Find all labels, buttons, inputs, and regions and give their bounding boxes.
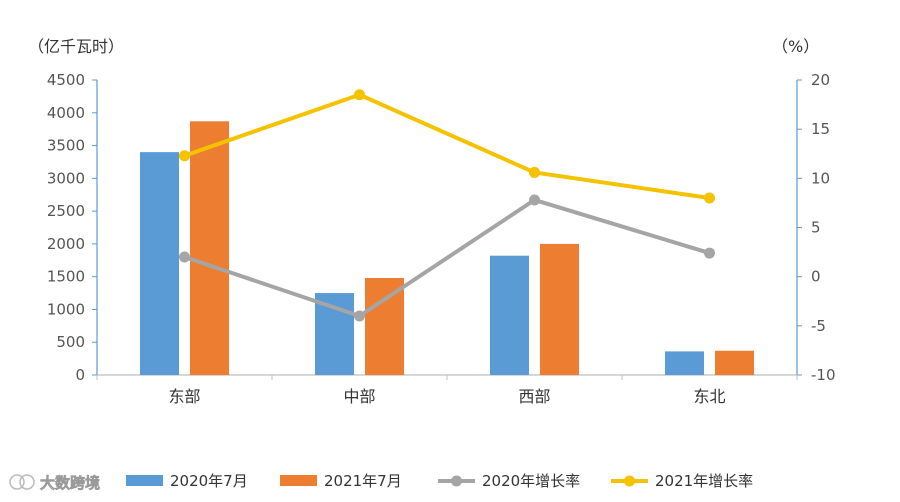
legend-label: 2020年7月 [170,472,248,490]
watermark: 大数跨境 [9,474,100,492]
line-point [704,247,715,259]
left-tick-label: 500 [56,333,85,351]
legend-marker [451,475,462,487]
line-point [354,89,365,101]
left-tick-label: 3000 [47,169,85,187]
right-tick-label: 0 [811,268,821,286]
left-tick-label: 0 [75,366,85,384]
series-line [182,197,712,318]
right-tick-label: 15 [811,120,830,138]
left-axis-unit: （亿千瓦时） [28,37,124,56]
bar [715,350,754,375]
right-tick-label: 20 [811,71,830,89]
legend-label: 2021年7月 [324,472,402,490]
bar [140,152,179,375]
bar [365,277,404,375]
x-tick-label: 东部 [168,387,200,406]
series-line [182,92,712,200]
bar [540,243,579,375]
line-point [704,192,715,204]
legend-label: 2020年增长率 [482,472,580,490]
right-tick-label: 10 [811,169,830,187]
left-tick-label: 4500 [47,71,85,89]
line-point [529,194,540,206]
legend: 2020年7月 2021年7月 2020年增长率 2021年增长率 [126,472,753,490]
legend-label: 2021年增长率 [655,472,753,490]
right-axis-unit: （%） [772,37,819,56]
watermark-logo-icon [9,474,35,490]
line-point [179,150,190,162]
bar [190,121,229,375]
left-tick-label: 2500 [47,202,85,220]
right-tick-label: -10 [811,366,836,384]
right-tick-label: 5 [811,219,821,237]
bar [665,351,704,375]
line-point [354,310,365,322]
x-tick-label: 西部 [518,387,550,406]
left-tick-label: 3500 [47,137,85,155]
left-tick-label: 2000 [47,235,85,253]
x-tick-label: 中部 [343,387,375,406]
x-tick-label: 东北 [693,387,725,406]
left-tick-label: 1500 [47,268,85,286]
legend-marker [624,475,635,487]
right-tick-label: -5 [811,317,826,335]
watermark-text: 大数跨境 [40,474,100,492]
line-point [179,251,190,263]
line-point [529,166,540,178]
left-tick-label: 4000 [47,104,85,122]
legend-swatch [280,475,317,486]
lines-layer [179,89,715,322]
bars-layer [140,121,754,375]
bar [490,255,529,375]
legend-swatch [126,475,163,486]
left-tick-label: 1000 [47,300,85,318]
bar [315,293,354,375]
